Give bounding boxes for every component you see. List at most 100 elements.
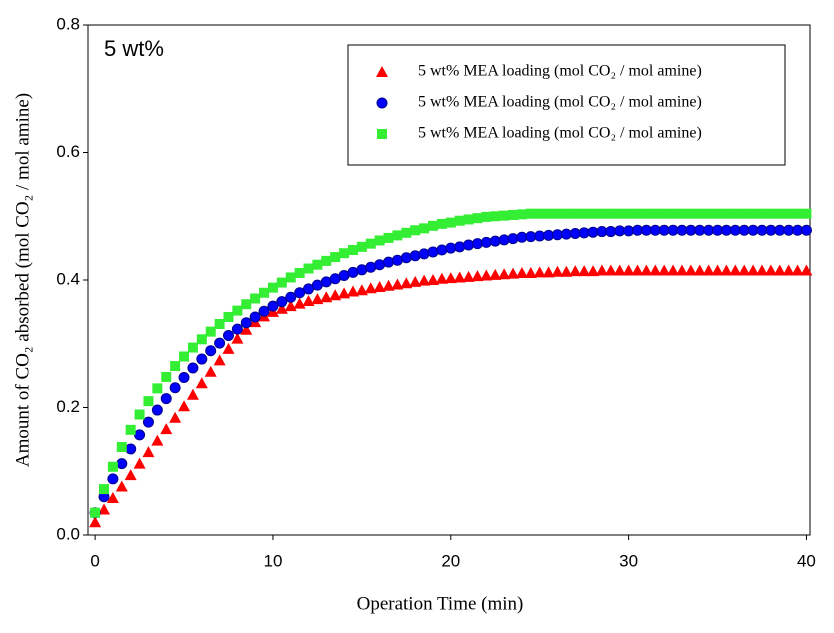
circle-marker [471,238,483,250]
square-marker [748,208,759,219]
triangle-marker [622,264,635,276]
square-marker [445,217,456,228]
triangle-marker [355,284,368,296]
triangle-marker [658,264,671,276]
triangle-marker [791,264,804,276]
square-marker [516,209,527,220]
triangle-marker [738,264,751,276]
square-marker [756,208,767,219]
square-marker [730,208,741,219]
square-marker [783,208,794,219]
triangle-marker [755,264,768,276]
square-marker [650,208,661,219]
circle-marker [240,317,252,329]
triangle-marker [275,302,288,314]
triangle-marker [693,264,706,276]
circle-marker [383,256,395,268]
circle-marker [480,236,492,248]
triangle-marker [222,342,235,354]
circle-marker [454,241,466,253]
square-marker [419,223,430,234]
triangle-marker [551,265,564,277]
square-marker [676,208,687,219]
triangle-marker [800,264,813,276]
square-marker [605,208,616,219]
triangle-marker [569,265,582,277]
square-marker [205,326,216,337]
triangle-marker [160,423,173,435]
legend-box [347,44,786,166]
triangle-marker [426,274,439,285]
square-marker [685,208,696,219]
circle-marker [205,345,217,357]
triangle-marker [311,293,324,305]
x-tick-label: 30 [619,551,638,570]
circle-marker [267,300,279,312]
triangle-marker [720,264,733,276]
square-marker [490,211,501,222]
circle-marker [151,404,163,416]
legend-label: 5 wt% MEA loading (mol CO₂ / mol amine) [418,125,702,142]
square-marker [534,208,545,219]
triangle-marker [515,266,528,278]
square-marker [161,371,172,382]
circle-marker [249,311,261,323]
x-axis-label: Operation Time (min) [357,593,524,614]
square-marker [365,238,376,249]
triangle-marker [151,434,164,446]
triangle-marker [453,271,466,283]
square-marker [463,214,474,225]
circle-marker [231,323,243,335]
triangle-marker [604,264,617,276]
triangle-marker [462,270,475,282]
triangle-marker [773,264,786,276]
legend-label: 5 wt% MEA loading (mol CO₂ / mol amine) [418,94,702,111]
triangle-marker [293,297,306,309]
square-marker [561,208,572,219]
circle-marker [116,458,128,470]
square-marker [525,208,536,219]
square-marker [623,208,634,219]
square-marker [543,208,554,219]
circle-marker [376,97,388,109]
square-marker [259,287,270,298]
square-marker [116,442,127,453]
triangle-marker [382,279,395,291]
square-marker [250,293,261,304]
triangle-marker [729,264,742,276]
triangle-marker [115,480,128,492]
square-marker [377,129,387,139]
circle-marker [276,296,288,308]
triangle-marker [702,264,715,276]
triangle-marker [578,265,591,277]
triangle-marker [667,264,680,276]
square-marker [134,409,145,420]
circle-marker [800,224,812,236]
circle-marker [463,239,475,251]
square-marker [614,208,625,219]
triangle-marker [98,503,111,515]
square-marker [721,208,732,219]
triangle-marker [764,264,777,276]
square-marker [321,255,332,266]
circle-marker [436,244,448,256]
triangle-marker [542,266,555,278]
square-marker [267,282,278,293]
square-marker [294,267,305,278]
triangle-marker [231,332,244,344]
triangle-marker [142,446,155,458]
triangle-marker [498,268,511,280]
square-marker [170,361,181,372]
triangle-marker [747,264,760,276]
triangle-marker [595,264,608,276]
circle-marker [214,337,226,349]
circle-marker [160,393,172,405]
square-marker [303,263,314,274]
triangle-marker [489,268,502,280]
square-marker [632,208,643,219]
annotation: 5 wt% [104,36,164,61]
square-marker [214,318,225,329]
x-tick-label: 0 [90,551,99,570]
triangle-marker [587,265,600,277]
square-marker [570,208,581,219]
